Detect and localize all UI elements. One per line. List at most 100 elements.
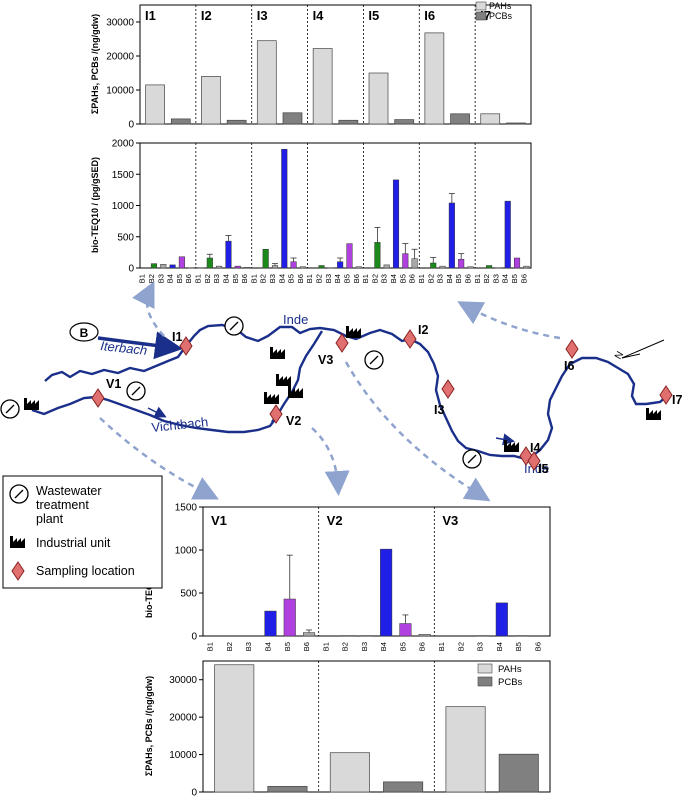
wwtp-icon: [0, 399, 20, 419]
teq-bar: [283, 598, 296, 637]
x-tick-label: B5: [398, 642, 407, 651]
x-tick-label: B3: [360, 642, 369, 651]
pah-bar: [329, 752, 370, 793]
pcb-bar: [506, 122, 526, 125]
industrial-icon: [346, 326, 361, 338]
teq-bar: [346, 243, 353, 269]
vichtbach-flow-arrow: [147, 406, 167, 418]
teq-bar: [418, 634, 431, 637]
site-label: I7: [672, 393, 682, 407]
y-tick-label: 1000: [175, 546, 198, 557]
teq-bar: [411, 258, 418, 269]
teq-bar: [216, 265, 223, 269]
x-tick-label: B2: [482, 274, 491, 283]
connector-arrow: [99, 417, 219, 500]
teq-bar: [458, 259, 465, 269]
x-tick-label: B4: [389, 274, 398, 283]
y-tick-label: 30000: [106, 18, 134, 29]
x-tick-label: B6: [352, 274, 361, 283]
teq-bar: [476, 635, 489, 637]
teq-bar: [337, 261, 344, 269]
top-sum-chart: 0100002000030000I1I2I3I4I5I6I7ΣPAHs, PCB…: [90, 1, 532, 131]
site-label: V1: [106, 377, 121, 391]
y-tick-label: 500: [180, 589, 197, 600]
teq-bar: [383, 264, 390, 269]
sampling-marker: [441, 379, 455, 399]
legend-label-pcb: PCBs: [498, 677, 523, 688]
legend-swatch-pah: [475, 1, 487, 11]
industrial-icon: [504, 440, 519, 452]
x-tick-label: B5: [287, 274, 296, 283]
x-tick-label: B1: [249, 274, 258, 283]
y-tick-label: 10000: [106, 86, 134, 97]
x-tick-label: B2: [203, 274, 212, 283]
x-tick-label: B4: [379, 642, 388, 651]
x-tick-label: B3: [324, 274, 333, 283]
x-tick-label: B3: [212, 274, 221, 283]
pah-bar: [368, 72, 389, 125]
x-tick-label: B3: [436, 274, 445, 283]
teq-bar: [197, 267, 204, 269]
river-upper: [44, 323, 530, 460]
y-tick-label: 20000: [169, 713, 197, 724]
teq-bar: [448, 202, 455, 269]
teq-bar: [225, 240, 232, 269]
teq-bar: [299, 266, 306, 269]
bottom-sum-chart: 0 10000 20000 30000 ΣPAHs, PCBs /(ng/gdw) PAH…: [144, 660, 551, 796]
pcb-bar: [267, 786, 308, 793]
x-tick-label: B5: [342, 274, 351, 283]
y-tick-label: 1000: [112, 201, 135, 212]
teq-bar: [355, 266, 362, 269]
pah-bar: [256, 40, 277, 125]
x-tick-label: B6: [418, 642, 427, 651]
x-tick-label: B4: [263, 642, 272, 651]
teq-bar: [302, 632, 316, 637]
river-map: Iterbach Inde Vichtbach Inde B N I1 I2V3I…: [0, 281, 682, 502]
y-axis-label: ΣPAHs, PCBs /(ng/gdw): [90, 14, 100, 114]
y-axis-label: ΣPAHs, PCBs /(ng/gdw): [144, 676, 154, 776]
river-middle: [271, 330, 324, 423]
teq-bar: [281, 149, 288, 269]
panel-label: I6: [424, 8, 435, 23]
teq-bar: [234, 265, 241, 269]
river-vichtbach: [31, 395, 277, 434]
site-label: I5: [538, 462, 548, 476]
legend-industrial: Industrial unit: [36, 536, 111, 550]
y-tick-label: 10000: [169, 750, 197, 761]
teq-bar: [341, 635, 354, 637]
panel-label: V3: [442, 513, 458, 528]
teq-bar: [439, 265, 446, 269]
industrial-icon: [276, 374, 291, 386]
x-tick-label: B2: [225, 642, 234, 651]
x-tick-label: B2: [370, 274, 379, 283]
x-tick-label: B2: [456, 642, 465, 651]
teq-bar: [402, 253, 409, 269]
pcb-bar: [450, 113, 470, 125]
river-label-vichtbach: Vichtbach: [151, 414, 209, 435]
x-tick-label: B3: [156, 274, 165, 283]
legend-wwtp-line3: plant: [36, 512, 64, 526]
y-axis-label: bio-TEQ10 / (pg/gSED): [90, 157, 100, 253]
wwtp-icon: [224, 316, 244, 336]
sampling-marker: [403, 329, 417, 349]
y-tick-label: 20000: [106, 52, 134, 63]
teq-bar: [430, 262, 437, 269]
x-tick-label: B1: [206, 642, 215, 651]
x-tick-label: B3: [244, 642, 253, 651]
x-tick-label: B2: [426, 274, 435, 283]
teq-bar: [523, 265, 530, 269]
teq-bar: [504, 200, 511, 269]
x-tick-label: B1: [417, 274, 426, 283]
teq-bar: [188, 267, 195, 269]
pcb-bar: [282, 112, 303, 125]
wwtp-icon: [364, 350, 384, 370]
y-tick-label: 2000: [112, 139, 135, 150]
legend-wwtp-line2: treatment: [36, 498, 89, 512]
x-tick-label: B5: [454, 274, 463, 283]
legend-label-pah: PAHs: [489, 1, 512, 11]
panel-label: I3: [257, 8, 268, 23]
map-legend: Wastewater treatment plant Industrial un…: [2, 475, 163, 589]
teq-bar: [206, 257, 213, 269]
